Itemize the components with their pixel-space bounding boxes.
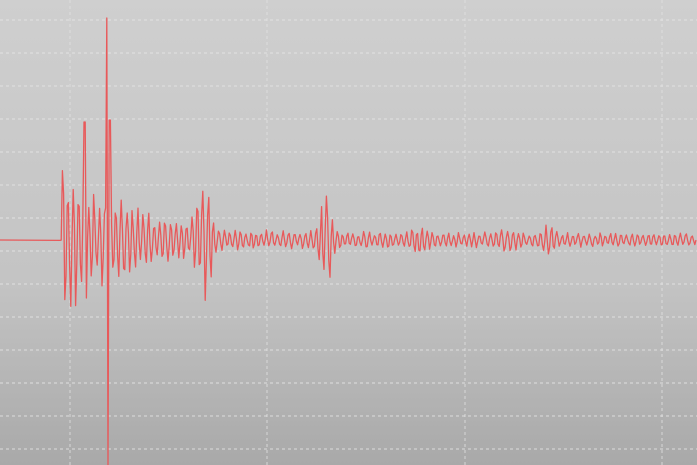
waveform: [0, 17, 697, 465]
